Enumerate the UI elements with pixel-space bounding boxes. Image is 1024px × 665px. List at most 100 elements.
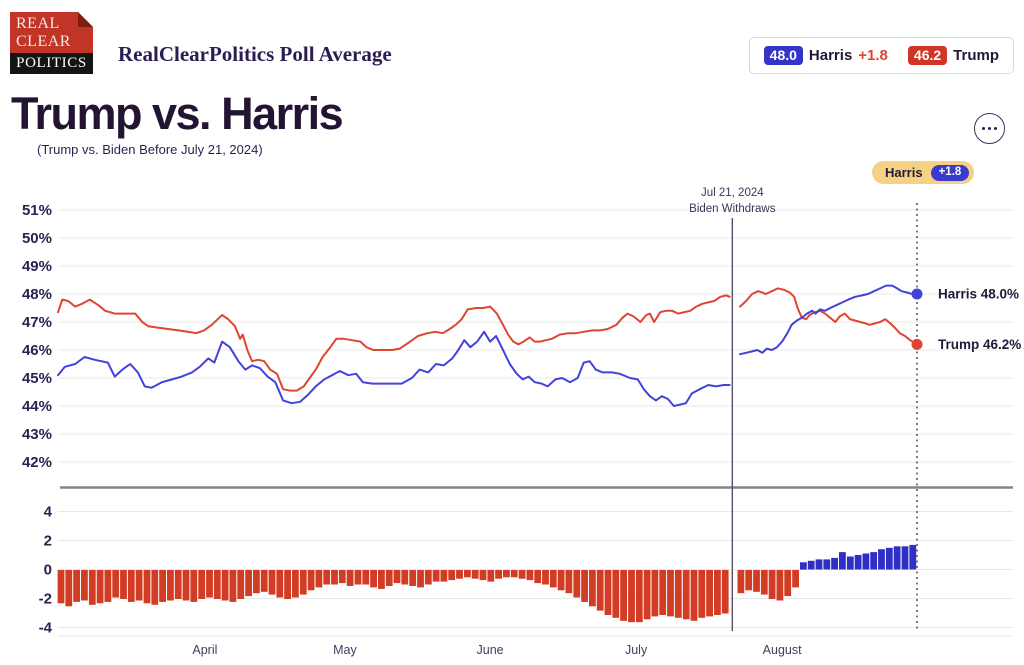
harris-score-pill: 48.0: [763, 46, 803, 65]
trump-spread-bar: [667, 570, 674, 617]
trump-spread-bar: [81, 570, 88, 601]
y-axis-label: 43%: [22, 426, 52, 443]
trump-spread-bar: [510, 570, 518, 578]
harris-score-label: Harris: [808, 47, 853, 64]
trump-spread-bar: [307, 570, 315, 591]
y-axis-label: 49%: [22, 258, 52, 275]
logo-line3: POLITICS: [10, 53, 93, 74]
trump-spread-bar: [792, 570, 799, 588]
trump-spread-bar: [151, 570, 159, 605]
harris-spread-bar: [885, 547, 893, 570]
series-end-dot: [911, 288, 923, 300]
trump-spread-bar: [776, 570, 784, 601]
trump-spread-bar: [385, 570, 393, 586]
trump-spread-bar: [127, 570, 135, 602]
series-end-label: Trump 46.2%: [938, 337, 1021, 352]
harris-spread-bar: [862, 553, 870, 570]
harris-spread-bar: [846, 556, 854, 570]
harris-spread-bar: [909, 544, 917, 570]
trump-spread-bar: [174, 570, 182, 599]
rcp-logo: REAL CLEAR POLITICS: [10, 12, 93, 74]
trump-spread-bar: [213, 570, 221, 599]
y-axis-label: 45%: [22, 370, 52, 387]
trump-spread-bar: [573, 570, 581, 598]
trump-spread-bar: [479, 570, 487, 581]
trump-spread-bar: [643, 570, 651, 620]
trump-spread-bar: [268, 570, 276, 595]
trump-spread-bar: [143, 570, 151, 604]
trump-spread-bar: [581, 570, 588, 602]
trump-spread-bar: [737, 570, 745, 594]
trump-spread-bar: [229, 570, 237, 602]
score-summary-box: 48.0 Harris +1.8 46.2 Trump: [748, 37, 1014, 74]
brand-title: RealClearPolitics Poll Average: [118, 42, 392, 66]
trump-spread-bar: [651, 570, 659, 617]
leader-badge: Harris +1.8: [872, 161, 975, 184]
trump-spread-bar: [526, 570, 534, 581]
x-axis-month-label: April: [192, 643, 217, 657]
trump-spread-bar: [159, 570, 166, 602]
spread-axis-label: -4: [39, 620, 53, 637]
harris-spread-bar: [854, 555, 862, 570]
trump-spread-bar: [112, 570, 120, 598]
trump-spread-bar: [596, 570, 604, 611]
trump-spread-bar: [440, 570, 448, 582]
chart-options-button[interactable]: [974, 113, 1005, 144]
trump-spread-bar: [745, 570, 753, 591]
trump-score-pill: 46.2: [907, 46, 948, 65]
x-axis-month-label: June: [477, 643, 504, 657]
trump-spread-bar: [315, 570, 323, 588]
x-axis-month-label: July: [625, 643, 648, 657]
trump-spread-bar: [221, 570, 229, 601]
trump-spread-bar: [370, 570, 377, 588]
trump-spread-bar: [393, 570, 401, 584]
trump-spread-bar: [260, 570, 268, 592]
trump-spread-bar: [682, 570, 690, 620]
trump-spread-bar: [674, 570, 682, 618]
trump-spread-bar: [65, 570, 73, 607]
trump-spread-bar: [346, 570, 354, 586]
trump-spread-bar: [557, 570, 565, 591]
trump-spread-bar: [323, 570, 331, 585]
harris-line: [57, 330, 731, 407]
harris-spread-bar: [815, 559, 823, 570]
trump-spread-bar: [292, 570, 299, 598]
logo-line1: REAL: [16, 15, 60, 32]
trump-spread-bar: [760, 570, 768, 595]
harris-line: [739, 284, 918, 356]
page-subtitle: (Trump vs. Biden Before July 21, 2024): [37, 142, 263, 157]
trump-spread-bar: [456, 570, 463, 579]
harris-spread-bar: [901, 546, 909, 570]
spread-axis-label: 0: [44, 562, 52, 579]
trump-spread-bar: [362, 570, 370, 585]
trump-line: [739, 287, 918, 346]
y-axis-label: 47%: [22, 314, 52, 331]
trump-spread-bar: [784, 570, 792, 597]
series-end-dot: [911, 338, 923, 350]
trump-spread-bar: [96, 570, 104, 604]
trump-spread-bar: [245, 570, 252, 597]
trump-spread-bar: [518, 570, 526, 579]
y-axis-label: 51%: [22, 202, 52, 219]
trump-spread-bar: [167, 570, 174, 601]
trump-spread-bar: [284, 570, 291, 599]
trump-spread-bar: [378, 570, 385, 589]
trump-spread-bar: [698, 570, 706, 618]
trump-spread-bar: [495, 570, 502, 579]
trump-spread-bar: [768, 570, 776, 599]
trump-spread-bar: [135, 570, 143, 601]
trump-spread-bar: [104, 570, 112, 602]
trump-spread-bar: [542, 570, 549, 585]
harris-lead-value: +1.8: [858, 47, 888, 64]
harris-spread-bar: [893, 546, 901, 570]
trump-spread-bar: [753, 570, 760, 592]
y-axis-label: 50%: [22, 230, 52, 247]
trump-spread-bar: [471, 570, 479, 579]
trump-spread-bar: [424, 570, 432, 585]
trump-spread-bar: [706, 570, 713, 617]
trump-spread-bar: [620, 570, 627, 621]
trump-spread-bar: [237, 570, 245, 599]
leader-badge-name: Harris: [885, 165, 923, 180]
spread-axis-label: 4: [44, 504, 53, 521]
